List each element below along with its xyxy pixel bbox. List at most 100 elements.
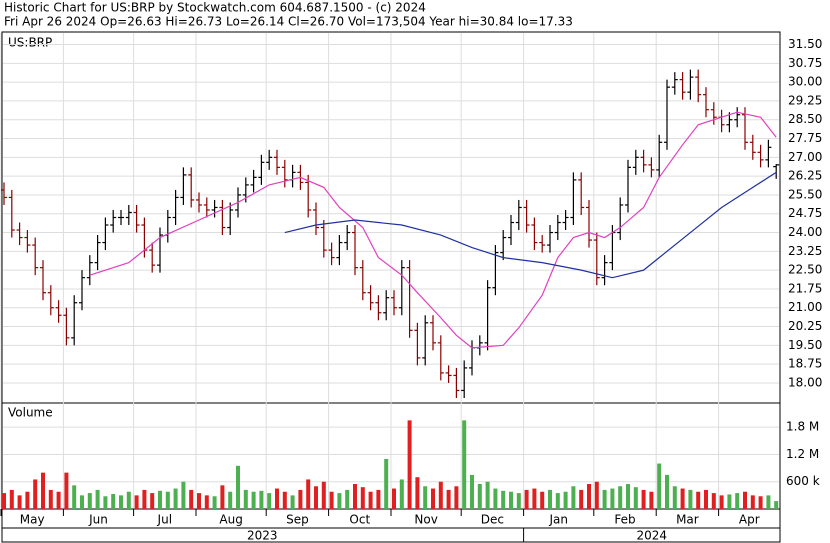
volume-bar [111, 494, 116, 509]
volume-bar [579, 489, 584, 509]
volume-bar [594, 481, 599, 509]
volume-bar [48, 489, 53, 509]
month-label: Feb [614, 513, 635, 527]
volume-bar [438, 481, 443, 509]
y-tick-label: 26.25 [788, 169, 822, 183]
volume-bar [64, 472, 69, 509]
volume-bar [290, 495, 295, 509]
volume-bar [251, 491, 256, 509]
volume-bar [2, 493, 6, 509]
volume-bar [485, 481, 490, 509]
volume-bar [618, 486, 623, 509]
y2-tick-label: 1.8 M [786, 420, 819, 434]
volume-bar [368, 491, 373, 509]
volume-bar [212, 496, 217, 509]
volume-bar [516, 493, 521, 509]
volume-bar [563, 491, 568, 509]
year-row [1, 527, 781, 543]
volume-bar [236, 465, 240, 509]
volume-bar [704, 489, 708, 509]
volume-bar [602, 489, 607, 509]
y-tick-label: 31.50 [788, 37, 822, 51]
volume-bar [750, 495, 755, 509]
y2-tick-label: 600 k [786, 474, 820, 488]
volume-bar [259, 490, 264, 509]
y-tick-label: 30.75 [788, 56, 822, 70]
volume-bar [298, 489, 303, 509]
volume-bar [9, 489, 14, 509]
volume-bar [95, 489, 100, 509]
volume-bar [532, 488, 537, 509]
y-tick-label: 28.50 [788, 112, 822, 126]
volume-bar [181, 481, 186, 509]
volume-bar [228, 491, 233, 509]
y-tick-label: 24.00 [788, 225, 822, 239]
volume-bar [657, 463, 662, 509]
y-tick-label: 23.25 [788, 244, 822, 258]
volume-bar [672, 486, 677, 509]
volume-bar [462, 420, 467, 509]
header-line-2: Fri Apr 26 2024 Op=26.63 Hi=26.73 Lo=26.… [4, 15, 573, 29]
month-label: Apr [739, 513, 760, 527]
y-tick-label: 30.00 [788, 75, 822, 89]
volume-bar [103, 496, 108, 509]
volume-bar [56, 491, 61, 509]
volume-bar [477, 484, 482, 509]
month-label: Mar [676, 513, 699, 527]
volume-bar [314, 486, 318, 509]
volume-bar [711, 493, 716, 509]
y-tick-label: 18.75 [788, 357, 822, 371]
volume-bar [321, 481, 326, 509]
volume-bar [80, 495, 84, 509]
volume-label: Volume [8, 406, 53, 420]
volume-bar [189, 489, 194, 509]
year-label: 2023 [247, 529, 278, 543]
volume-bar [282, 491, 287, 509]
volume-bar [758, 496, 763, 509]
volume-bar [610, 488, 615, 509]
moving-average-line [89, 111, 777, 349]
y-tick-label: 24.75 [788, 206, 822, 220]
volume-bar [173, 488, 178, 509]
volume-bar [165, 491, 170, 509]
volume-bar [87, 493, 92, 509]
volume-bar [548, 489, 552, 509]
volume-bar [454, 486, 459, 509]
volume-bar [360, 487, 365, 509]
volume-bar [688, 489, 693, 509]
volume-bar [220, 485, 225, 509]
volume-bar [470, 474, 474, 509]
volume-bar [665, 474, 669, 509]
volume-bar [17, 495, 22, 509]
y-tick-label: 29.25 [788, 93, 822, 107]
volume-bar [150, 493, 155, 509]
y-tick-label: 25.50 [788, 187, 822, 201]
volume-bar [540, 491, 545, 509]
y2-tick-label: 1.2 M [786, 447, 819, 461]
month-label: May [20, 513, 45, 527]
y-tick-label: 21.75 [788, 281, 822, 295]
volume-bar [680, 488, 685, 509]
volume-bar [696, 491, 701, 509]
volume-bar [376, 489, 381, 509]
volume-bar [134, 495, 139, 509]
volume-bar [33, 479, 38, 509]
volume-bar [493, 488, 498, 509]
volume-bar [524, 489, 529, 509]
volume-bar [423, 486, 428, 509]
volume-bar [509, 491, 513, 509]
volume-bar [41, 472, 45, 509]
volume-bar [774, 501, 779, 509]
volume-bar [399, 479, 404, 509]
volume-bar [415, 477, 420, 509]
month-label: Dec [481, 513, 504, 527]
volume-bar [719, 495, 724, 509]
volume-bar [446, 489, 451, 509]
volume-bar [197, 493, 201, 509]
symbol-label: US:BRP [8, 36, 52, 50]
header-line-1: Historic Chart for US:BRP by Stockwatch.… [4, 1, 426, 15]
volume-bar [275, 488, 279, 509]
volume-bar [501, 490, 506, 509]
volume-bar [587, 484, 591, 509]
y-tick-label: 19.50 [788, 338, 822, 352]
